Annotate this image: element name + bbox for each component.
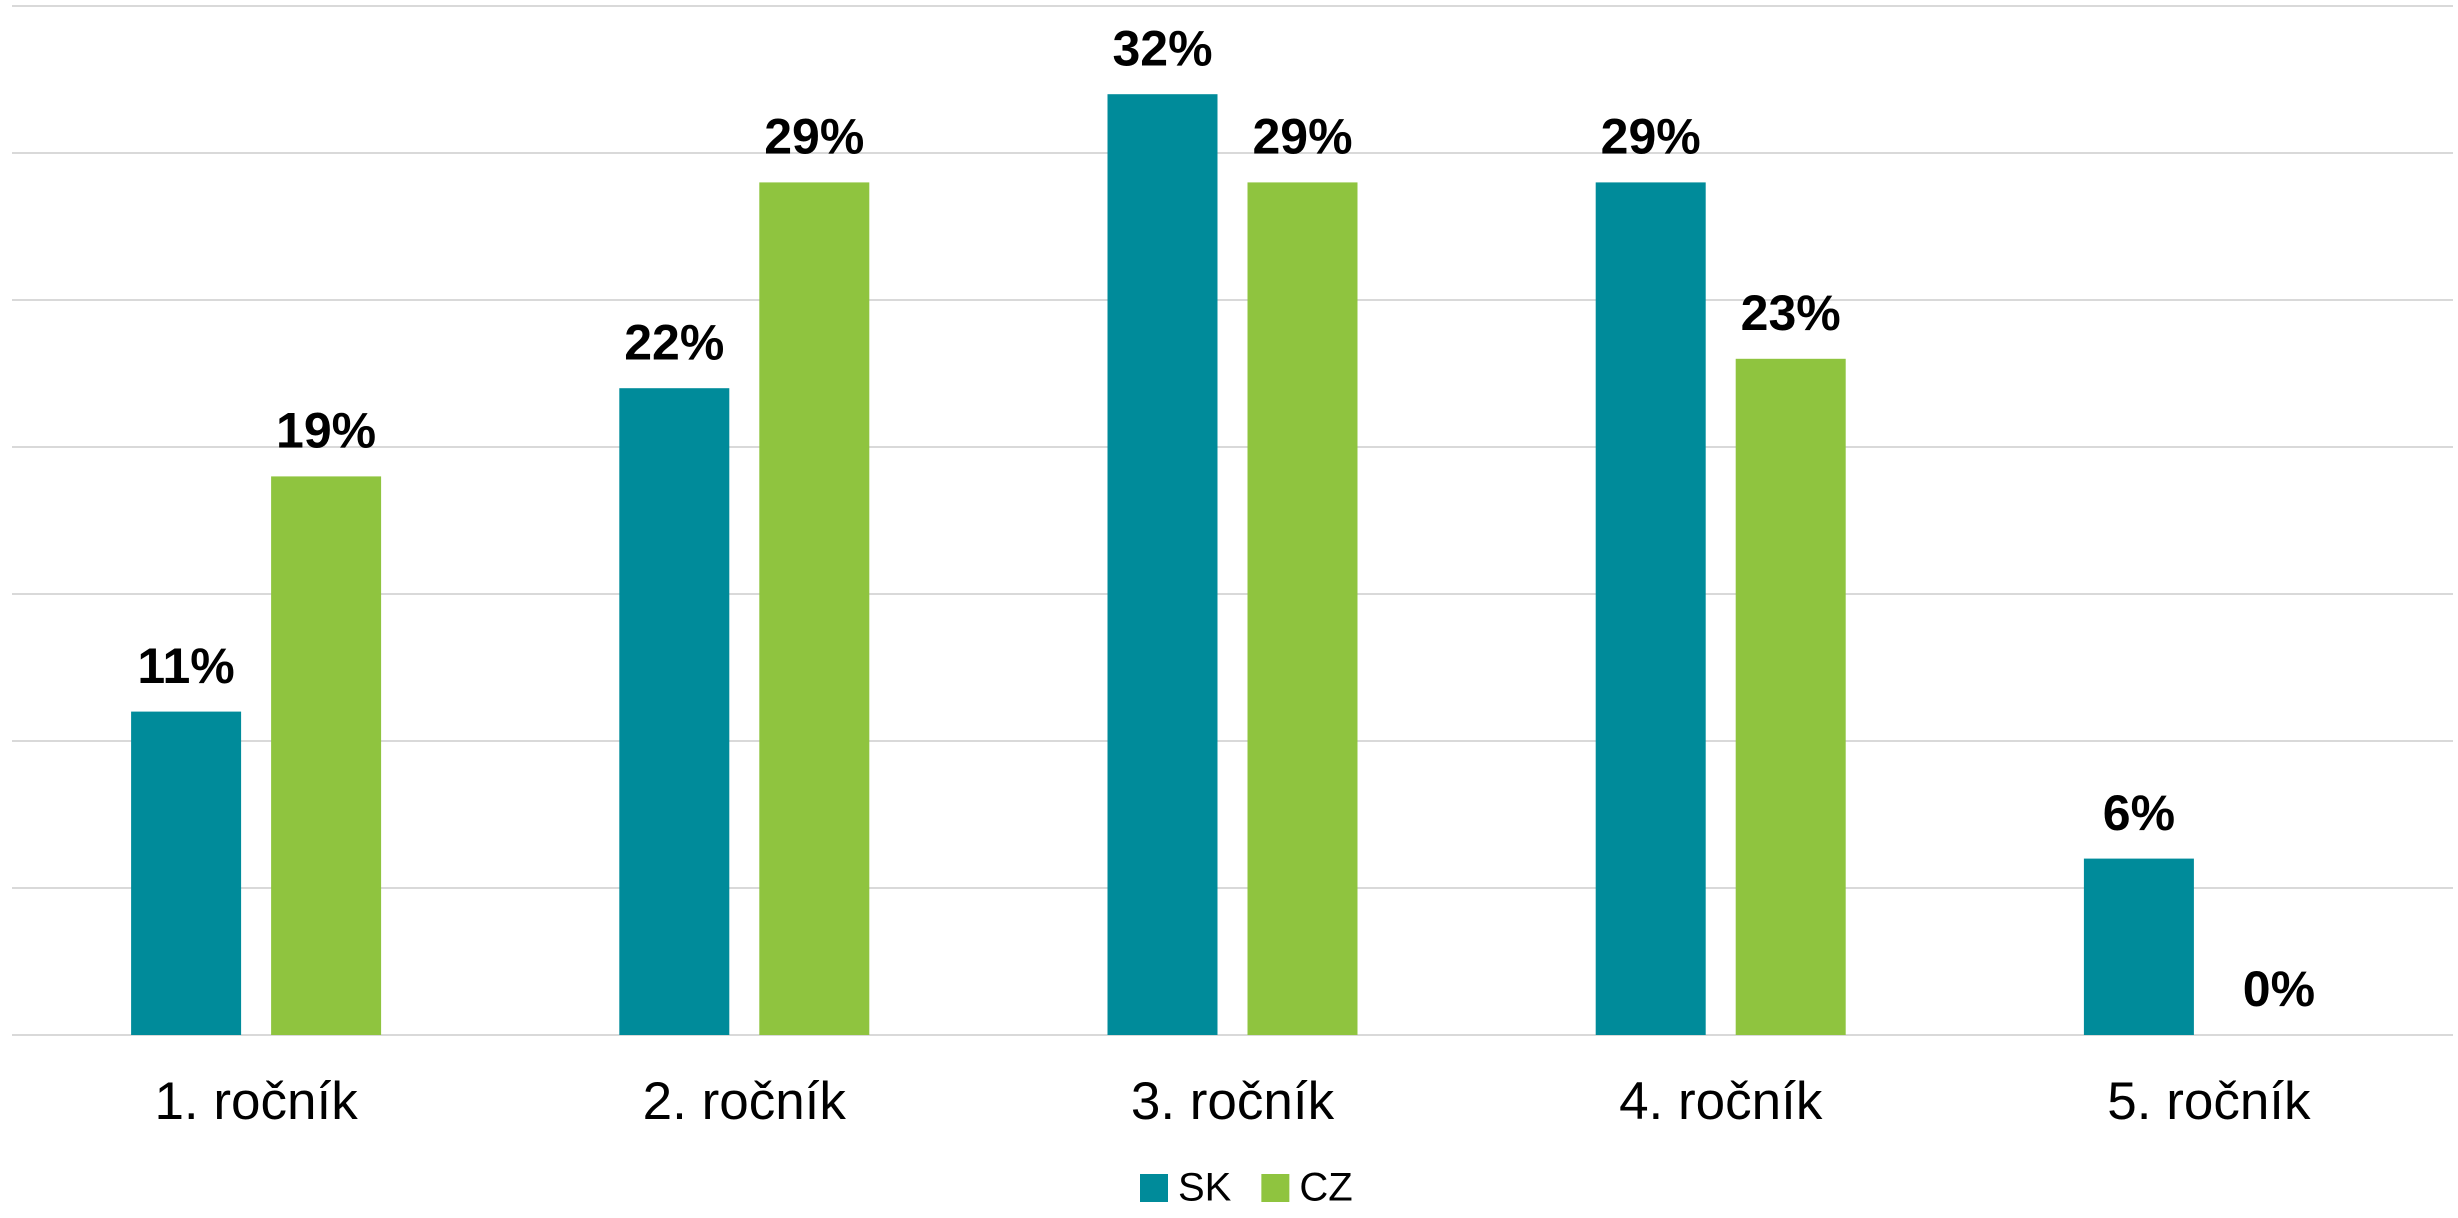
bar	[1107, 94, 1218, 1035]
bar	[759, 182, 870, 1035]
bar	[271, 476, 382, 1035]
data-label: 29%	[1252, 109, 1352, 165]
x-tick-label: 2. ročník	[643, 1072, 847, 1131]
data-label: 19%	[276, 403, 376, 459]
x-tick-label: 1. ročník	[154, 1072, 358, 1131]
data-label: 23%	[1741, 285, 1841, 341]
bar	[1735, 358, 1846, 1035]
bar	[619, 388, 730, 1035]
legend-swatch	[1261, 1174, 1290, 1202]
data-label: 22%	[624, 314, 724, 370]
legend-swatch	[1140, 1174, 1168, 1202]
data-label: 0%	[2243, 961, 2315, 1017]
x-tick-label: 3. ročník	[1131, 1072, 1335, 1131]
x-tick-label: 5. ročník	[2107, 1072, 2311, 1131]
bar	[1595, 182, 1706, 1035]
bar	[2083, 858, 2194, 1035]
data-label: 29%	[764, 109, 864, 165]
x-tick-label: 4. ročník	[1619, 1072, 1823, 1131]
data-label: 32%	[1112, 20, 1212, 76]
data-label: 29%	[1601, 109, 1701, 165]
bar	[1247, 182, 1358, 1035]
legend-label: CZ	[1299, 1166, 1352, 1210]
data-label: 11%	[137, 638, 234, 694]
data-label: 6%	[2103, 785, 2175, 841]
legend-label: SK	[1178, 1166, 1232, 1210]
bar	[131, 711, 242, 1035]
